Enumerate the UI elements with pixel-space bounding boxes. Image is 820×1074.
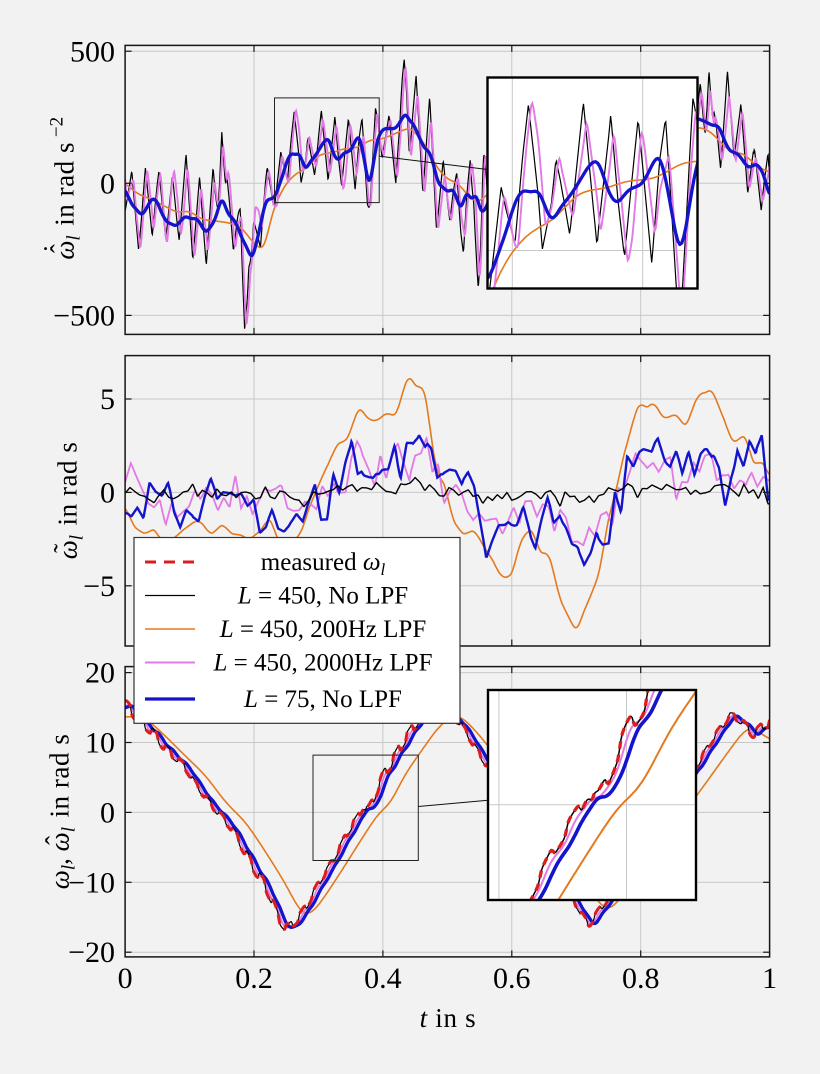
svg-text:L = 450, 200Hz LPF: L = 450, 200Hz LPF <box>219 616 426 643</box>
svg-text:500: 500 <box>70 35 115 68</box>
svg-text:˙: ˙ <box>39 244 69 253</box>
svg-text:10: 10 <box>85 727 115 760</box>
svg-text:ω: ω <box>45 870 75 889</box>
svg-text:l: l <box>59 865 80 870</box>
svg-text:0.2: 0.2 <box>235 962 273 995</box>
svg-text:−10: −10 <box>68 866 115 899</box>
svg-text:0: 0 <box>118 962 133 995</box>
svg-text:ˆ: ˆ <box>46 244 76 253</box>
svg-text:−2: −2 <box>47 117 68 137</box>
svg-text:0: 0 <box>100 167 115 200</box>
svg-text:0.6: 0.6 <box>493 962 531 995</box>
svg-text:0.4: 0.4 <box>364 962 402 995</box>
svg-text:L = 75, No LPF: L = 75, No LPF <box>243 686 402 713</box>
svg-text:1: 1 <box>762 962 777 995</box>
svg-text:l: l <box>67 535 88 540</box>
svg-text:l: l <box>64 235 85 240</box>
svg-text:L = 450, 2000Hz LPF: L = 450, 2000Hz LPF <box>213 650 433 677</box>
svg-text:ω: ω <box>50 241 80 260</box>
svg-text:ω: ω <box>53 540 83 559</box>
svg-text:measured ωl: measured ωl <box>261 549 386 579</box>
svg-text:0.8: 0.8 <box>622 962 660 995</box>
svg-text:ˆ: ˆ <box>41 836 71 845</box>
svg-text:t in s: t in s <box>420 1003 477 1033</box>
svg-text:in rad s: in rad s <box>53 442 83 526</box>
svg-text:˜: ˜ <box>49 544 79 553</box>
svg-text:in rad s: in rad s <box>45 734 75 818</box>
svg-text:−20: −20 <box>68 936 115 969</box>
svg-text:−5: −5 <box>83 570 115 603</box>
svg-text:,: , <box>45 858 75 865</box>
svg-text:ω: ω <box>45 832 75 851</box>
svg-text:l: l <box>59 827 80 832</box>
svg-text:−500: −500 <box>53 299 115 332</box>
svg-text:0: 0 <box>100 476 115 509</box>
svg-text:in rad s: in rad s <box>50 142 80 226</box>
svg-text:L = 450, No LPF: L = 450, No LPF <box>237 583 408 610</box>
svg-text:0: 0 <box>100 796 115 829</box>
svg-text:5: 5 <box>100 383 115 416</box>
svg-text:20: 20 <box>85 657 115 690</box>
